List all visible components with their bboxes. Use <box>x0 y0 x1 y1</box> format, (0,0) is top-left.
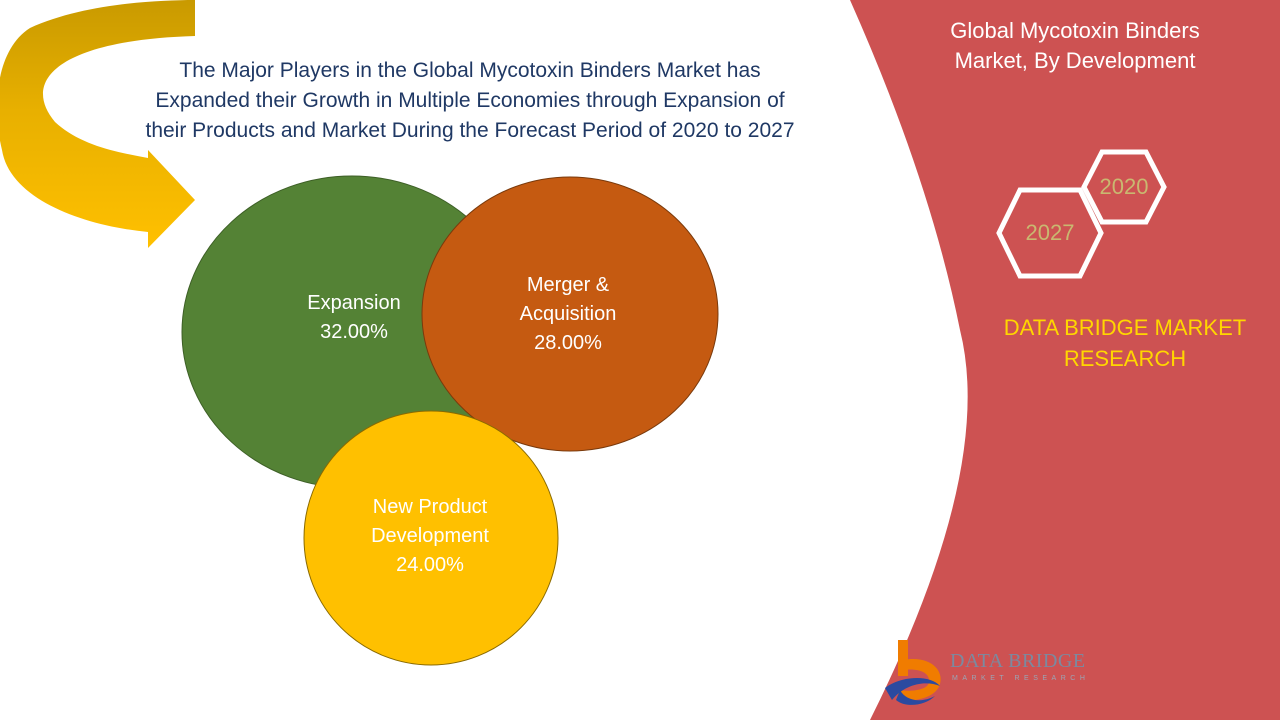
segment-name-continued: Development <box>371 525 489 547</box>
segment-name: Merger & <box>526 274 610 296</box>
segment-value: 24.00% <box>396 554 464 576</box>
year-start-label: 2020 <box>1099 174 1149 199</box>
hexagon-2027-icon <box>996 187 1104 279</box>
panel-title: Global Mycotoxin Binders Market, By Deve… <box>905 16 1245 76</box>
merger-acquisition-circle <box>421 176 719 452</box>
segment-name: Expansion <box>307 292 401 314</box>
curved-arrow-icon <box>0 0 195 248</box>
panel-title-line: Global Mycotoxin Binders <box>950 18 1200 43</box>
new-product-development-label: New Product Development 24.00% <box>330 493 530 580</box>
logo-name: DATA BRIDGE <box>950 650 1086 672</box>
data-bridge-logo-icon <box>885 640 941 705</box>
panel-title-line: Market, By Development <box>954 48 1196 73</box>
logo-tagline: MARKET RESEARCH <box>952 675 1090 682</box>
segment-value: 28.00% <box>534 332 602 354</box>
company-name-line: RESEARCH <box>1063 346 1187 371</box>
hexagon-2020-icon <box>1081 149 1167 225</box>
headline-line: their Products and Market During the For… <box>145 119 795 142</box>
expansion-label: Expansion 32.00% <box>254 289 454 347</box>
year-end-label: 2027 <box>1025 220 1075 245</box>
headline-line: The Major Players in the Global Mycotoxi… <box>179 59 761 82</box>
headline-line: Expanded their Growth in Multiple Econom… <box>155 89 785 112</box>
company-name: DATA BRIDGE MARKET RESEARCH <box>985 312 1265 374</box>
segment-name: New Product <box>372 496 488 518</box>
segment-value: 32.00% <box>320 321 388 343</box>
company-name-line: DATA BRIDGE MARKET <box>1003 315 1247 340</box>
merger-acquisition-label: Merger & Acquisition 28.00% <box>468 271 668 358</box>
red-side-panel <box>850 0 1280 720</box>
headline-text: The Major Players in the Global Mycotoxi… <box>100 56 840 146</box>
segment-name-continued: Acquisition <box>519 303 617 325</box>
new-product-development-circle <box>303 410 559 666</box>
